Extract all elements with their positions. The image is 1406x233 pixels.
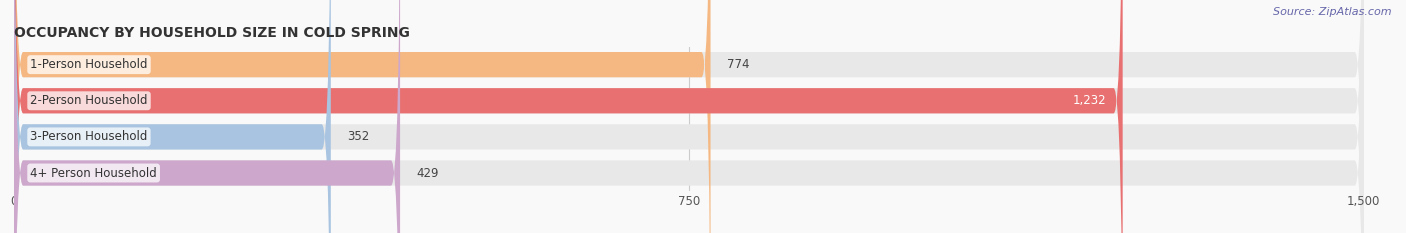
Text: 1-Person Household: 1-Person Household — [31, 58, 148, 71]
Text: 4+ Person Household: 4+ Person Household — [31, 167, 157, 179]
FancyBboxPatch shape — [14, 0, 1122, 233]
Text: 352: 352 — [347, 130, 370, 143]
Text: 2-Person Household: 2-Person Household — [31, 94, 148, 107]
FancyBboxPatch shape — [14, 0, 1364, 233]
FancyBboxPatch shape — [14, 0, 710, 233]
Text: Source: ZipAtlas.com: Source: ZipAtlas.com — [1274, 7, 1392, 17]
FancyBboxPatch shape — [14, 0, 401, 233]
Text: 774: 774 — [727, 58, 749, 71]
FancyBboxPatch shape — [14, 0, 330, 233]
Text: 3-Person Household: 3-Person Household — [31, 130, 148, 143]
Text: 429: 429 — [416, 167, 439, 179]
FancyBboxPatch shape — [14, 0, 1364, 233]
FancyBboxPatch shape — [14, 0, 1364, 233]
Text: OCCUPANCY BY HOUSEHOLD SIZE IN COLD SPRING: OCCUPANCY BY HOUSEHOLD SIZE IN COLD SPRI… — [14, 26, 411, 40]
Text: 1,232: 1,232 — [1073, 94, 1107, 107]
FancyBboxPatch shape — [14, 0, 1364, 233]
